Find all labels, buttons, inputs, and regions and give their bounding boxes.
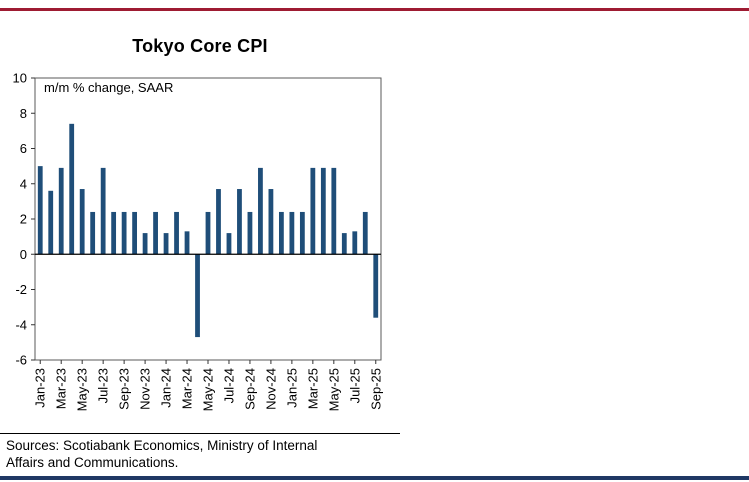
y-axis-tick-label: 2 <box>20 212 27 227</box>
bar-Mar-24 <box>184 231 190 255</box>
y-axis-tick-label: 8 <box>20 106 27 121</box>
bar-Aug-25 <box>362 211 368 255</box>
bar-May-25 <box>331 167 337 255</box>
x-axis-tick-label: Mar-23 <box>54 368 69 409</box>
bar-Jul-25 <box>352 231 358 255</box>
source-note-line-2: Affairs and Communications. <box>6 454 179 470</box>
bar-Jan-23 <box>37 166 43 255</box>
bar-Nov-24 <box>268 189 274 255</box>
top-accent-rule <box>0 8 749 11</box>
x-axis-tick-label: Jan-24 <box>159 368 174 408</box>
y-axis-tick-label: 6 <box>20 141 27 156</box>
x-axis-tick-label: Jan-23 <box>33 368 48 408</box>
bar-Mar-23 <box>58 167 64 255</box>
source-note: Sources: Scotiabank Economics, Ministry … <box>6 438 398 472</box>
bottom-accent-rule <box>0 476 749 480</box>
x-axis-tick-label: Sep-23 <box>117 368 132 410</box>
bar-Sep-23 <box>121 211 127 255</box>
x-axis-tick-label: Mar-25 <box>305 368 320 409</box>
x-axis-tick-label: Nov-24 <box>263 368 278 410</box>
bar-Apr-23 <box>69 123 75 255</box>
bar-Sep-24 <box>247 211 253 255</box>
bar-Dec-23 <box>153 211 158 255</box>
x-axis-tick-label: May-25 <box>326 368 341 411</box>
bar-Feb-24 <box>174 211 179 255</box>
bar-Jan-25 <box>289 211 295 255</box>
bar-Jul-24 <box>226 233 232 255</box>
bar-Jun-23 <box>90 211 96 255</box>
y-axis-tick-label: -4 <box>15 317 27 332</box>
x-axis-tick-label: May-23 <box>75 368 90 411</box>
bar-chart: 10 8 6 4 2 0 -2 -4 -6 Jan-23 Mar-23 May-23 Jul-23 Sep… <box>13 71 384 412</box>
y-axis-tick-label: -6 <box>15 353 27 368</box>
y-axis-tick-label: 0 <box>20 247 27 262</box>
bar-Dec-24 <box>278 211 284 255</box>
bar-Aug-23 <box>111 211 117 255</box>
bar-Apr-24 <box>195 254 200 338</box>
bar-Oct-23 <box>132 211 138 255</box>
bar-Oct-24 <box>258 167 263 255</box>
chart-subtitle: m/m % change, SAAR <box>44 80 174 95</box>
chart-title: Tokyo Core CPI <box>132 36 268 56</box>
bar-May-23 <box>79 189 85 255</box>
x-axis-tick-label: Sep-24 <box>242 368 257 410</box>
bar-Jul-23 <box>100 167 106 255</box>
bar-Feb-23 <box>48 190 54 255</box>
x-axis-tick-label: Jan-25 <box>284 368 299 408</box>
y-axis-tick-label: 10 <box>13 71 27 86</box>
bar-Apr-25 <box>320 167 326 255</box>
bar-Jun-24 <box>216 189 221 255</box>
source-divider <box>0 433 400 434</box>
x-axis-tick-label: Nov-23 <box>138 368 153 410</box>
bar-Nov-23 <box>142 233 148 255</box>
bar-Feb-25 <box>299 211 305 255</box>
x-axis-tick-label: May-24 <box>201 368 216 411</box>
bar-Jan-24 <box>163 233 169 255</box>
bar-Aug-24 <box>237 189 242 255</box>
bar-Sep-25 <box>373 254 379 318</box>
x-axis-tick-label: Jul-24 <box>221 368 236 403</box>
x-axis-tick-label: Jul-25 <box>347 368 362 403</box>
source-note-line-1: Sources: Scotiabank Economics, Ministry … <box>6 438 318 453</box>
x-axis-tick-label: Jul-23 <box>96 368 111 403</box>
x-axis-tick-label: Sep-25 <box>368 368 383 410</box>
y-axis-tick-label: 4 <box>20 176 27 191</box>
bar-Jun-25 <box>341 233 347 255</box>
y-axis-tick-label: -2 <box>15 282 27 297</box>
x-axis-tick-label: Mar-24 <box>180 368 195 409</box>
bar-May-24 <box>205 211 211 255</box>
bar-Mar-25 <box>310 167 316 255</box>
